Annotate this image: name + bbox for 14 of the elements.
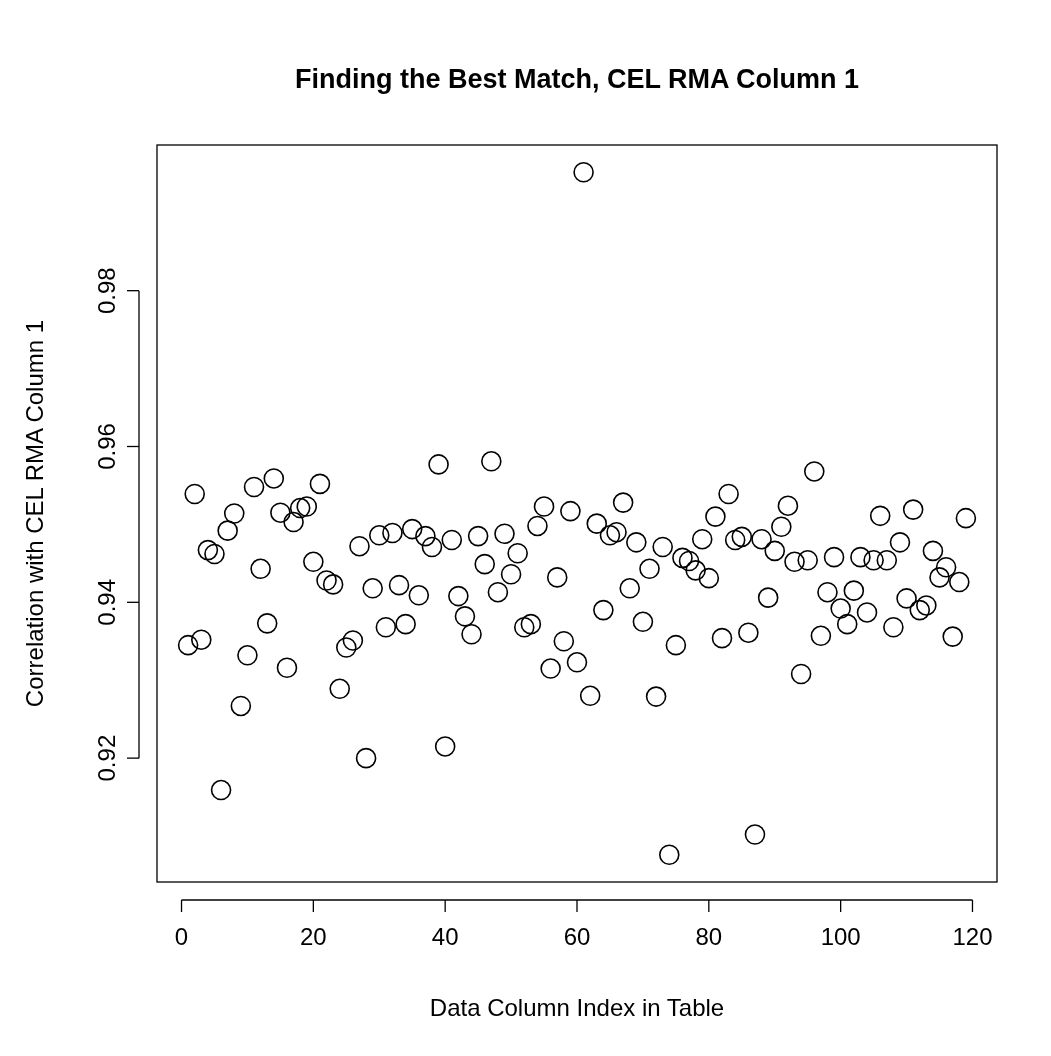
y-tick-label: 0.92 [93,734,120,782]
x-tick-label: 120 [952,923,993,950]
x-tick-label: 80 [695,923,723,950]
y-axis-title: Correlation with CEL RMA Column 1 [21,319,48,708]
chart-title: Finding the Best Match, CEL RMA Column 1 [294,64,860,94]
y-tick-label: 0.96 [93,423,120,470]
y-tick-label: 0.98 [93,267,120,315]
x-tick-label: 40 [431,923,459,950]
x-tick-label: 100 [820,923,861,950]
x-tick-label: 20 [299,923,327,950]
x-tick-label: 60 [563,923,591,950]
y-tick-label: 0.94 [93,578,120,626]
x-axis-title: Data Column Index in Table [429,994,725,1021]
x-tick-label: 0 [174,923,189,950]
